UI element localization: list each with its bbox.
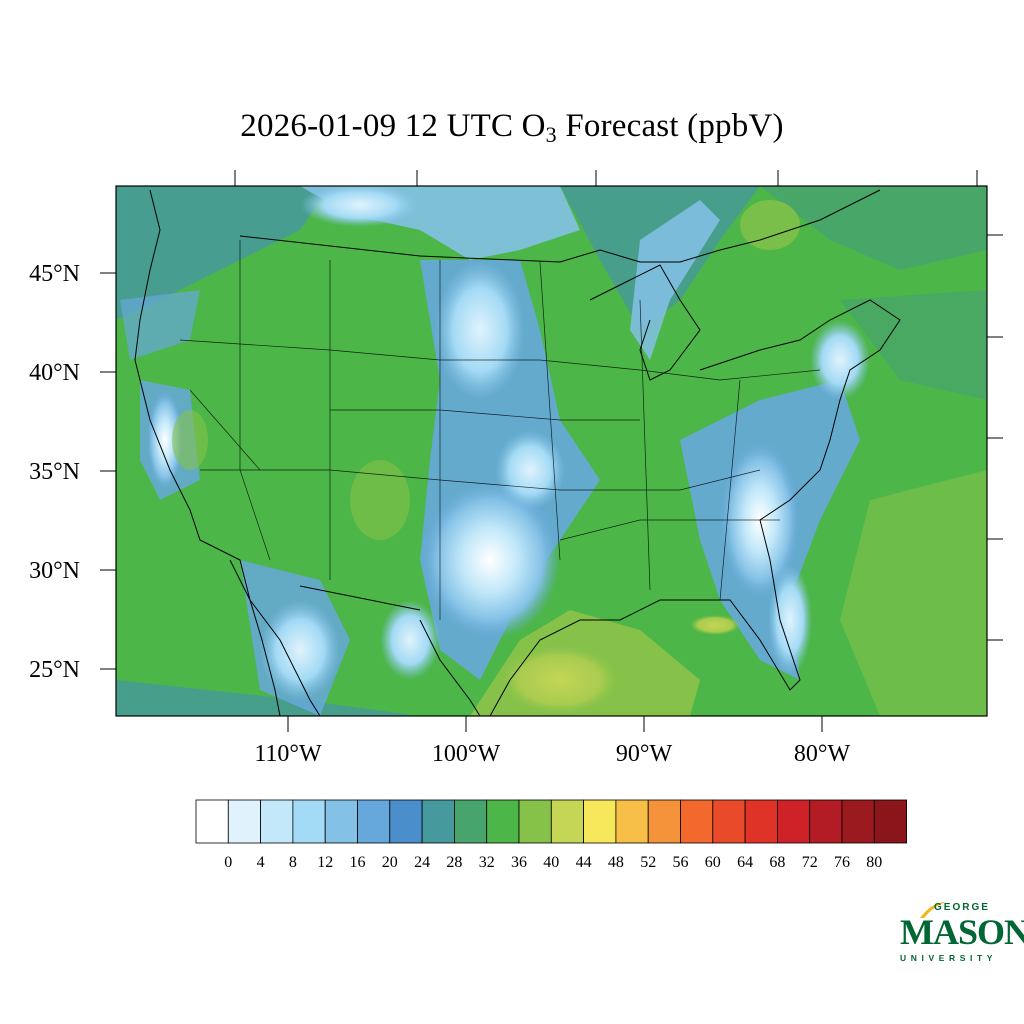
coastlines — [134, 189, 901, 716]
colorbar-tick-label: 68 — [769, 854, 785, 871]
lat-label: 30°N — [29, 558, 80, 584]
lon-label: 90°W — [616, 741, 673, 767]
lat-label: 25°N — [29, 657, 80, 683]
colorbar-tick-label: 0 — [224, 854, 232, 871]
colorbar-swatch — [583, 799, 617, 844]
colorbar-swatch — [615, 799, 649, 844]
colorbar-tick-label: 32 — [479, 854, 495, 871]
colorbar-swatch — [712, 799, 746, 844]
map-ticks — [100, 170, 1003, 732]
latitude-labels: 45°N 40°N 35°N 30°N 25°N — [29, 261, 80, 683]
colorbar-swatch — [292, 799, 326, 844]
colorbar-swatch — [324, 799, 358, 844]
colorbar-tick-label: 8 — [289, 854, 297, 871]
colorbar-swatch — [453, 799, 488, 844]
colorbar-labels: 0 4 8 12 16 20 24 28 32 36 40 44 48 52 56 60 64 68 72 76 80 — [224, 854, 882, 871]
colorbar-tick-label: 76 — [834, 854, 850, 871]
colorbar-swatch — [550, 799, 584, 844]
colorbar-tick-label: 4 — [257, 854, 265, 871]
colorbar-swatch — [486, 799, 520, 844]
colorbar-swatch — [195, 799, 229, 844]
logo-line3: UNIVERSITY — [900, 953, 998, 963]
colorbar-swatch — [744, 799, 778, 844]
colorbar-swatch — [873, 799, 907, 844]
colorbar-swatch — [518, 799, 552, 844]
map-title: 2026-01-09 12 UTC O3 Forecast (ppbV) — [240, 108, 784, 147]
colorbar-tick-label: 56 — [673, 854, 689, 871]
colorbar-tick-label: 16 — [350, 854, 366, 871]
colorbar-tick-label: 80 — [866, 854, 882, 871]
colorbar-swatch — [680, 799, 714, 844]
colorbar-swatch — [809, 799, 843, 844]
colorbar-swatch — [260, 799, 294, 844]
colorbar-tick-label: 60 — [705, 854, 721, 871]
colorbar-tick-label: 72 — [802, 854, 818, 871]
colorbar-tick-label: 52 — [640, 854, 656, 871]
colorbar-tick-label: 40 — [543, 854, 559, 871]
logo-line2: MASON — [900, 912, 1024, 952]
colorbar — [195, 799, 907, 844]
state-borders — [179, 240, 821, 620]
colorbar-swatch — [357, 799, 391, 844]
logo-line1: GEORGE — [934, 902, 990, 913]
colorbar-swatch — [227, 799, 262, 844]
colorbar-tick-label: 36 — [511, 854, 527, 871]
colorbar-swatch — [421, 799, 455, 844]
colorbar-tick-label: 20 — [382, 854, 398, 871]
gmu-logo: GEORGE MASON UNIVERSITY — [898, 900, 1024, 970]
map-frame — [115, 185, 988, 717]
lon-label: 110°W — [254, 741, 322, 767]
colorbar-swatch — [647, 799, 681, 844]
colorbar-tick-label: 48 — [608, 854, 624, 871]
logo-swoosh-icon — [920, 902, 946, 918]
lon-label: 80°W — [794, 741, 851, 767]
colorbar-swatch — [389, 799, 423, 844]
longitude-labels: 110°W 100°W 90°W 80°W — [254, 741, 850, 767]
colorbar-swatch — [841, 799, 875, 844]
colorbar-tick-label: 28 — [446, 854, 462, 871]
ozone-field — [116, 186, 987, 716]
colorbar-swatch — [777, 799, 811, 844]
lon-label: 100°W — [432, 741, 501, 767]
colorbar-tick-label: 44 — [576, 854, 592, 871]
lat-label: 40°N — [29, 360, 80, 386]
lat-label: 35°N — [29, 459, 80, 485]
colorbar-tick-label: 12 — [317, 854, 333, 871]
colorbar-tick-label: 24 — [414, 854, 430, 871]
lat-label: 45°N — [29, 261, 80, 287]
colorbar-tick-label: 64 — [737, 854, 753, 871]
